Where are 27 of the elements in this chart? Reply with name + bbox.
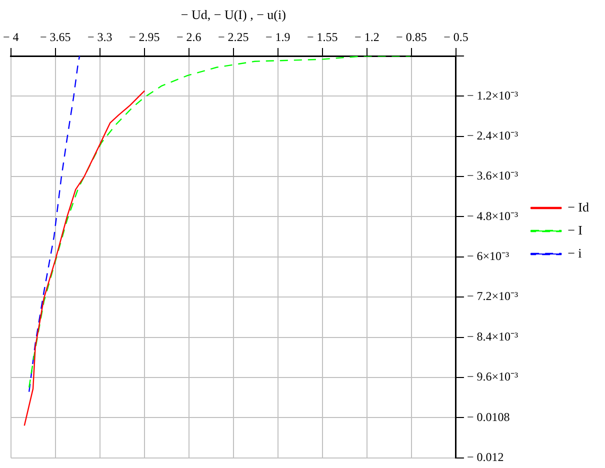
x-tick-label: − 2.25 xyxy=(218,30,249,44)
x-tick-label: − 0.85 xyxy=(396,30,427,44)
x-tick-label: − 3.3 xyxy=(88,30,112,44)
y-tick-label: − 6×10⁻³ xyxy=(466,249,510,264)
y-tick-label: − 2.4×10⁻³ xyxy=(466,128,518,143)
x-tick-label: − 0.5 xyxy=(444,30,468,44)
legend-label: − I xyxy=(568,222,583,238)
x-tick-label: − 3.65 xyxy=(40,30,71,44)
y-tick-label: − 0.0108 xyxy=(466,410,510,424)
y-tick-label: − 7.2×10⁻³ xyxy=(466,289,518,304)
line-series xyxy=(28,56,411,388)
y-tick-label: − 4.8×10⁻³ xyxy=(466,208,518,223)
y-tick-label: − 0.012 xyxy=(466,450,504,464)
x-tick-label: − 1.9 xyxy=(266,30,290,44)
y-tick-label: − 9.6×10⁻³ xyxy=(466,370,518,384)
legend-label: − i xyxy=(568,245,582,260)
y-tick-label: − 8.4×10⁻³ xyxy=(466,329,518,344)
y-tick-label: − 1.2×10⁻³ xyxy=(466,88,518,102)
x-axis-title: − Ud, − U(I) , − u(i) xyxy=(180,7,286,22)
x-tick-label: − 2.95 xyxy=(129,30,160,44)
x-tick-label: − 1.55 xyxy=(307,30,338,44)
x-tick-label: − 4 xyxy=(2,30,19,44)
y-tick-label: − 3.6×10⁻³ xyxy=(466,168,518,183)
legend-label: − Id xyxy=(568,199,590,214)
line-series xyxy=(28,56,80,392)
x-tick-label: − 2.6 xyxy=(176,30,202,44)
x-tick-label: − 1.2 xyxy=(354,30,380,44)
